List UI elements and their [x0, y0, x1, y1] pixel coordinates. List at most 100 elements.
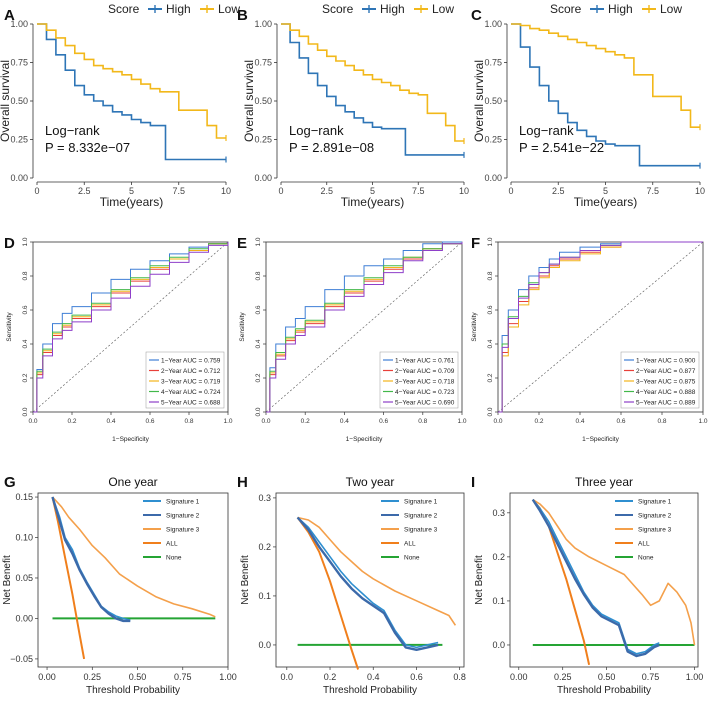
y-axis-label: Overall survival — [242, 60, 256, 142]
km-panel-a: 0.00 0.25 0.50 0.75 1.00 0 2.5 5 7.5 10 Time(years… — [0, 2, 240, 209]
y-tick-label: 1.0 — [487, 237, 494, 246]
y-tick-label: 0.2 — [487, 373, 494, 382]
x-tick-label: 0.4 — [106, 418, 115, 425]
x-tick-label: 0.2 — [534, 418, 543, 425]
survival-curve-high — [281, 23, 464, 156]
x-tick-label: 0.6 — [410, 672, 423, 682]
log-rank-label: Log−rank — [289, 123, 344, 138]
x-axis-label: Threshold Probability — [323, 685, 417, 696]
x-tick-label: 2.5 — [320, 186, 333, 196]
y-axis-label: Overall survival — [472, 60, 486, 142]
survival-curve-low — [281, 23, 464, 142]
plot-title: One year — [108, 475, 157, 489]
y-tick-label: 0.3 — [492, 508, 505, 518]
legend-label: 1−Year AUC = 0.759 — [161, 358, 221, 365]
legend-label: Signature 3 — [404, 527, 438, 534]
y-tick-label: 1.0 — [255, 237, 262, 246]
log-rank-label: Log−rank — [45, 123, 100, 138]
legend-label: Signature 2 — [638, 513, 672, 520]
net-benefit-all — [51, 496, 86, 660]
panel-label-d: D — [4, 235, 15, 252]
p-value-label: P = 2.891e−08 — [289, 140, 374, 155]
x-tick-label: 7.5 — [646, 186, 659, 196]
y-tick-label: 0.0 — [22, 407, 29, 416]
p-value-label: P = 2.541e−22 — [519, 140, 604, 155]
legend-title: Score — [108, 2, 140, 16]
x-tick-label: 0 — [34, 186, 39, 196]
legend-title: Score — [322, 2, 354, 16]
legend-label-low: Low — [432, 2, 454, 16]
panel-label-b: B — [237, 7, 248, 24]
km-panel-c: 0.00 0.25 0.50 0.75 1.00 0 2.5 5 7.5 10 Time(years… — [472, 2, 705, 209]
x-tick-label: 0.00 — [38, 672, 56, 682]
y-tick-label: 0.0 — [255, 407, 262, 416]
dca-panel-g: −0.05 0.00 0.05 0.10 0.15 0.00 0.25 0.50 0.75 1.0… — [2, 475, 237, 696]
roc-curve-5-year — [33, 242, 229, 413]
legend-label: 4−Year AUC = 0.888 — [636, 389, 696, 396]
y-tick-label: 0.75 — [484, 58, 502, 68]
net-benefit-signature-3 — [51, 496, 216, 618]
plot-frame — [275, 492, 465, 668]
y-tick-label: 0.2 — [255, 373, 262, 382]
x-tick-label: 0.6 — [145, 418, 154, 425]
x-tick-label: 5 — [129, 186, 134, 196]
x-tick-label: 1.00 — [686, 672, 704, 682]
legend-label: 5−Year AUC = 0.688 — [161, 400, 221, 407]
legend-label-high: High — [380, 2, 405, 16]
legend-label: 1−Year AUC = 0.761 — [395, 358, 455, 365]
y-tick-label: 0.75 — [10, 58, 28, 68]
y-axis-label: Sensitivity — [471, 312, 478, 342]
x-tick-label: 0.25 — [554, 672, 572, 682]
net-benefit-all — [532, 498, 591, 666]
survival-curve-high — [511, 23, 700, 167]
legend-label: ALL — [638, 541, 650, 548]
legend-label: 2−Year AUC = 0.712 — [161, 368, 221, 375]
y-tick-label: 0.00 — [484, 173, 502, 183]
legend-label: None — [166, 555, 182, 562]
y-tick-label: 0.50 — [254, 96, 272, 106]
legend-label-high: High — [166, 2, 191, 16]
plot-frame — [509, 492, 699, 668]
x-tick-label: 0.6 — [379, 418, 388, 425]
legend-label: Signature 1 — [166, 499, 200, 506]
roc-panel-d: 0.0 0.0 0.2 0.2 0.4 0.4 0.6 0.6 0.8 0.8 1.0 1.0 1−Sp… — [6, 237, 233, 443]
panel-label-c: C — [471, 7, 482, 24]
y-tick-label: 0.1 — [492, 596, 505, 606]
x-tick-label: 10 — [695, 186, 705, 196]
net-benefit-signature-1 — [297, 516, 439, 649]
legend-label: 5−Year AUC = 0.889 — [636, 400, 696, 407]
x-tick-label: 0.0 — [281, 672, 294, 682]
x-axis-label: Time(years) — [341, 195, 405, 209]
x-tick-label: 0.8 — [184, 418, 193, 425]
y-tick-label: 0.25 — [484, 135, 502, 145]
legend-label-high: High — [608, 2, 633, 16]
y-tick-label: 1.00 — [484, 19, 502, 29]
x-tick-label: 1.0 — [698, 418, 707, 425]
y-tick-label: −0.05 — [10, 654, 33, 664]
y-tick-label: 0.4 — [255, 339, 262, 348]
x-tick-label: 0 — [278, 186, 283, 196]
x-tick-label: 0.50 — [598, 672, 616, 682]
y-tick-label: 0.6 — [255, 305, 262, 314]
panel-label-g: G — [4, 474, 16, 491]
y-axis-label: Sensitivity — [239, 312, 246, 342]
legend-label: 1−Year AUC = 0.900 — [636, 358, 696, 365]
plot-frame — [265, 241, 463, 413]
dca-panel-h: 0.0 0.1 0.2 0.3 0.0 0.2 0.4 0.6 0.8 Threshold Pro… — [240, 475, 466, 696]
y-tick-label: 0.4 — [22, 339, 29, 348]
roc-curve-1-year — [266, 241, 462, 413]
y-axis-label: Net Benefit — [2, 555, 13, 605]
y-tick-label: 0.4 — [487, 339, 494, 348]
plot-frame — [32, 241, 229, 413]
reference-diagonal — [265, 241, 463, 413]
y-tick-label: 0.8 — [255, 271, 262, 280]
legend-label: 2−Year AUC = 0.877 — [636, 368, 696, 375]
x-axis-label: Threshold Probability — [557, 685, 651, 696]
x-tick-label: 10 — [459, 186, 469, 196]
y-axis-label: Sensitivity — [6, 312, 13, 342]
panel-label-a: A — [4, 7, 15, 24]
x-tick-label: 0.4 — [340, 418, 349, 425]
survival-curve-low — [37, 23, 226, 139]
panel-label-h: H — [237, 474, 248, 491]
